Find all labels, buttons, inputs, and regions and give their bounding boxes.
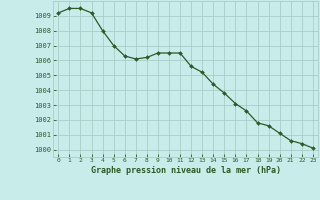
X-axis label: Graphe pression niveau de la mer (hPa): Graphe pression niveau de la mer (hPa) xyxy=(91,166,281,175)
